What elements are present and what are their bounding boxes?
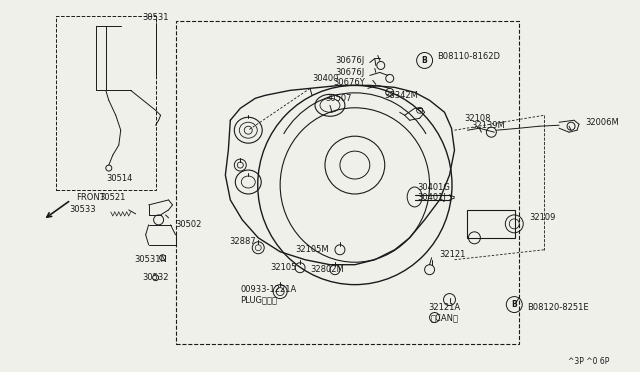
- Text: FRONT: FRONT: [76, 193, 105, 202]
- Text: 32108: 32108: [465, 114, 491, 123]
- Text: 30401J: 30401J: [418, 193, 447, 202]
- Text: 32105M: 32105M: [295, 245, 329, 254]
- Text: 00933-1221A: 00933-1221A: [240, 285, 296, 294]
- Text: 32121: 32121: [440, 250, 466, 259]
- Text: （CAN）: （CAN）: [431, 313, 458, 322]
- Bar: [467, 210, 515, 238]
- Text: 30400: 30400: [312, 74, 339, 83]
- Text: 32109: 32109: [529, 214, 556, 222]
- Text: 30521: 30521: [99, 193, 125, 202]
- Text: 30532: 30532: [142, 273, 169, 282]
- Bar: [56, 16, 156, 190]
- Text: 30502: 30502: [175, 220, 202, 230]
- Bar: [175, 20, 519, 344]
- Text: B: B: [422, 56, 428, 65]
- Text: 30531: 30531: [142, 13, 169, 22]
- Text: B08110-8162D: B08110-8162D: [438, 52, 500, 61]
- Text: 30676J: 30676J: [335, 56, 365, 65]
- Text: 32139M: 32139M: [472, 121, 505, 130]
- Text: 38342M: 38342M: [385, 91, 419, 100]
- Text: 30507: 30507: [325, 94, 352, 103]
- Text: B08120-8251E: B08120-8251E: [527, 303, 589, 312]
- Text: 32121A: 32121A: [428, 303, 461, 312]
- Text: 32105: 32105: [270, 263, 296, 272]
- Text: 30401G: 30401G: [418, 183, 451, 192]
- Text: 30676Y: 30676Y: [333, 78, 365, 87]
- Text: 30514: 30514: [106, 173, 132, 183]
- Text: 32802M: 32802M: [310, 265, 344, 274]
- Text: 30531N: 30531N: [134, 255, 167, 264]
- Text: B: B: [511, 300, 517, 309]
- Text: 32006M: 32006M: [585, 118, 619, 127]
- Text: 30533: 30533: [69, 205, 96, 214]
- Text: 30676J: 30676J: [335, 68, 365, 77]
- Text: PLUGプラグ: PLUGプラグ: [240, 295, 277, 304]
- Text: 32887: 32887: [230, 237, 256, 246]
- Text: ^3P ^0 6P: ^3P ^0 6P: [568, 357, 609, 366]
